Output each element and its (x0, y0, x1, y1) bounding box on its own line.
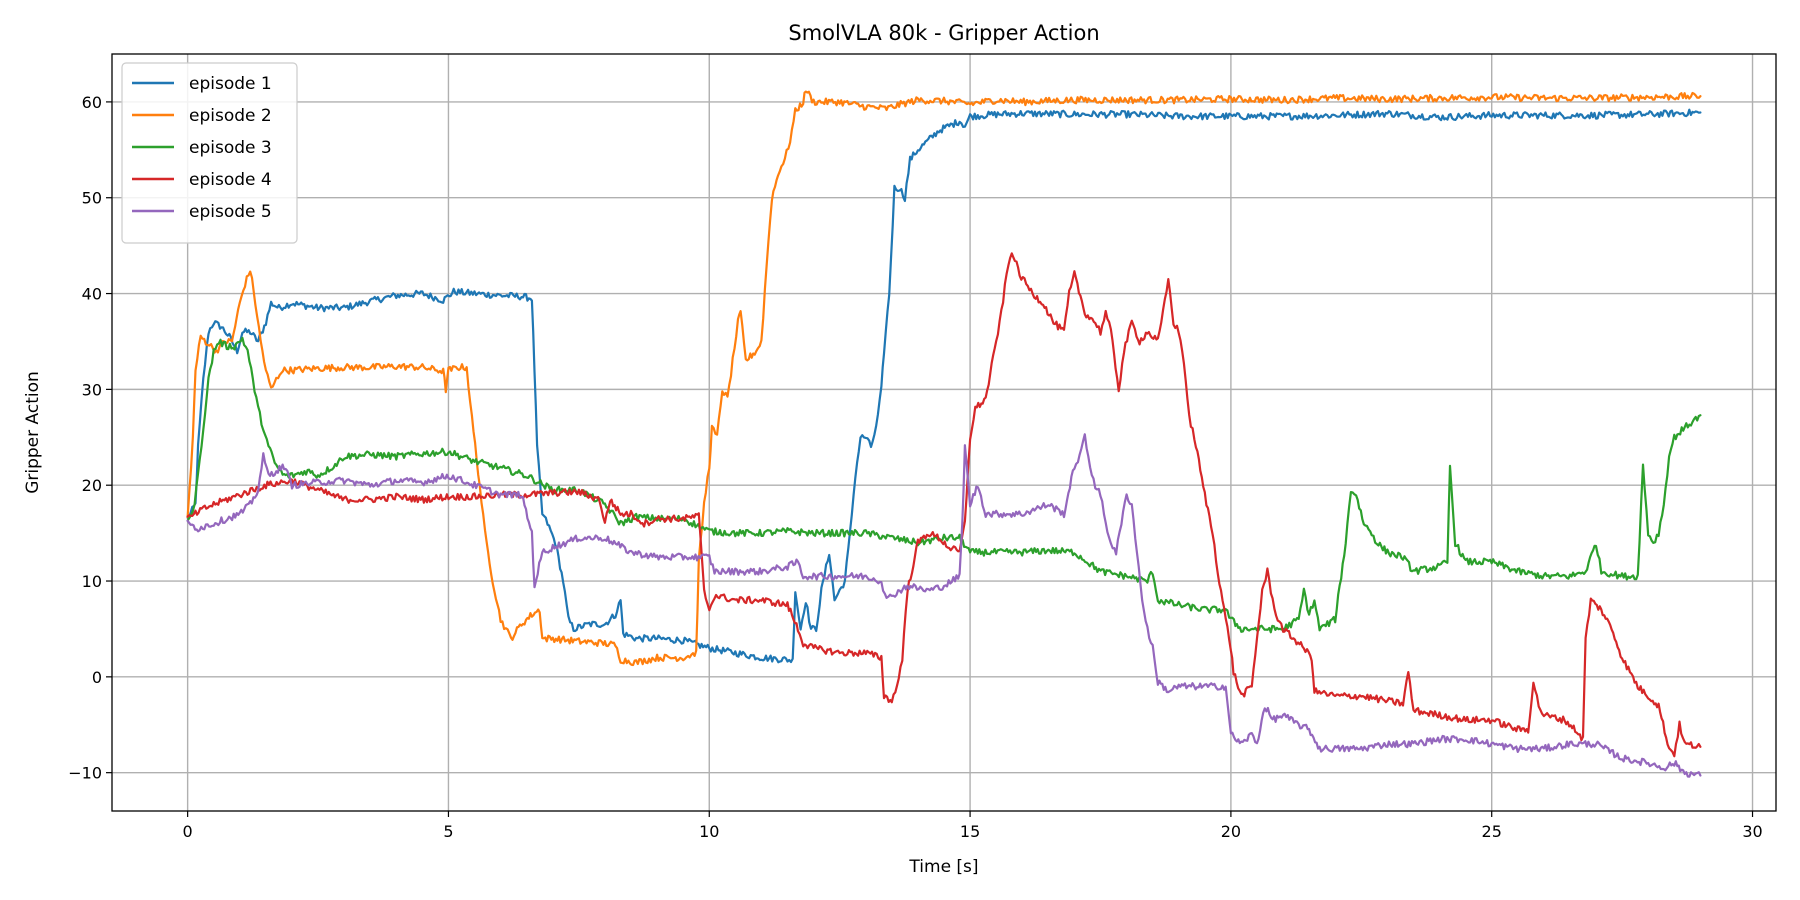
y-tick-label: 50 (82, 189, 102, 208)
x-tick-label: 10 (699, 822, 719, 841)
x-tick-label: 5 (443, 822, 453, 841)
x-tick-label: 15 (960, 822, 980, 841)
legend-entry: episode 5 (189, 202, 272, 222)
y-tick-label: 30 (82, 380, 102, 399)
x-tick-label: 20 (1221, 822, 1241, 841)
axis-ticks: 0 5 10 15 20 25 30 −10 0 10 20 30 40 50 60 (68, 93, 1762, 841)
chart-title: SmolVLA 80k - Gripper Action (788, 21, 1099, 45)
y-tick-label: 20 (82, 476, 102, 495)
legend-box (121, 62, 298, 244)
legend-entry: episode 3 (189, 138, 272, 158)
x-tick-label: 25 (1482, 822, 1502, 841)
y-tick-label: 0 (92, 668, 102, 687)
x-tick-label: 30 (1742, 822, 1762, 841)
legend-entry: episode 4 (189, 170, 272, 190)
y-tick-label: 40 (82, 285, 102, 304)
grid-lines (112, 54, 1776, 811)
y-tick-label: 10 (82, 572, 102, 591)
legend-entry: episode 1 (189, 74, 272, 94)
legend-entry: episode 2 (189, 106, 272, 126)
x-tick-label: 0 (183, 822, 193, 841)
series-line-episode-1 (186, 108, 1702, 664)
series-line-episode-2 (186, 90, 1702, 667)
y-tick-label: 60 (82, 93, 102, 112)
y-axis-label: Gripper Action (23, 371, 43, 494)
x-axis-label: Time [s] (908, 857, 978, 877)
series-line-episode-5 (186, 433, 1702, 778)
y-tick-label: −10 (68, 764, 102, 783)
series-lines (186, 90, 1702, 778)
plot-frame (111, 53, 1777, 812)
legend: episode 1 episode 2 episode 3 episode 4 epis… (121, 62, 298, 244)
series-line-episode-4 (186, 252, 1702, 758)
